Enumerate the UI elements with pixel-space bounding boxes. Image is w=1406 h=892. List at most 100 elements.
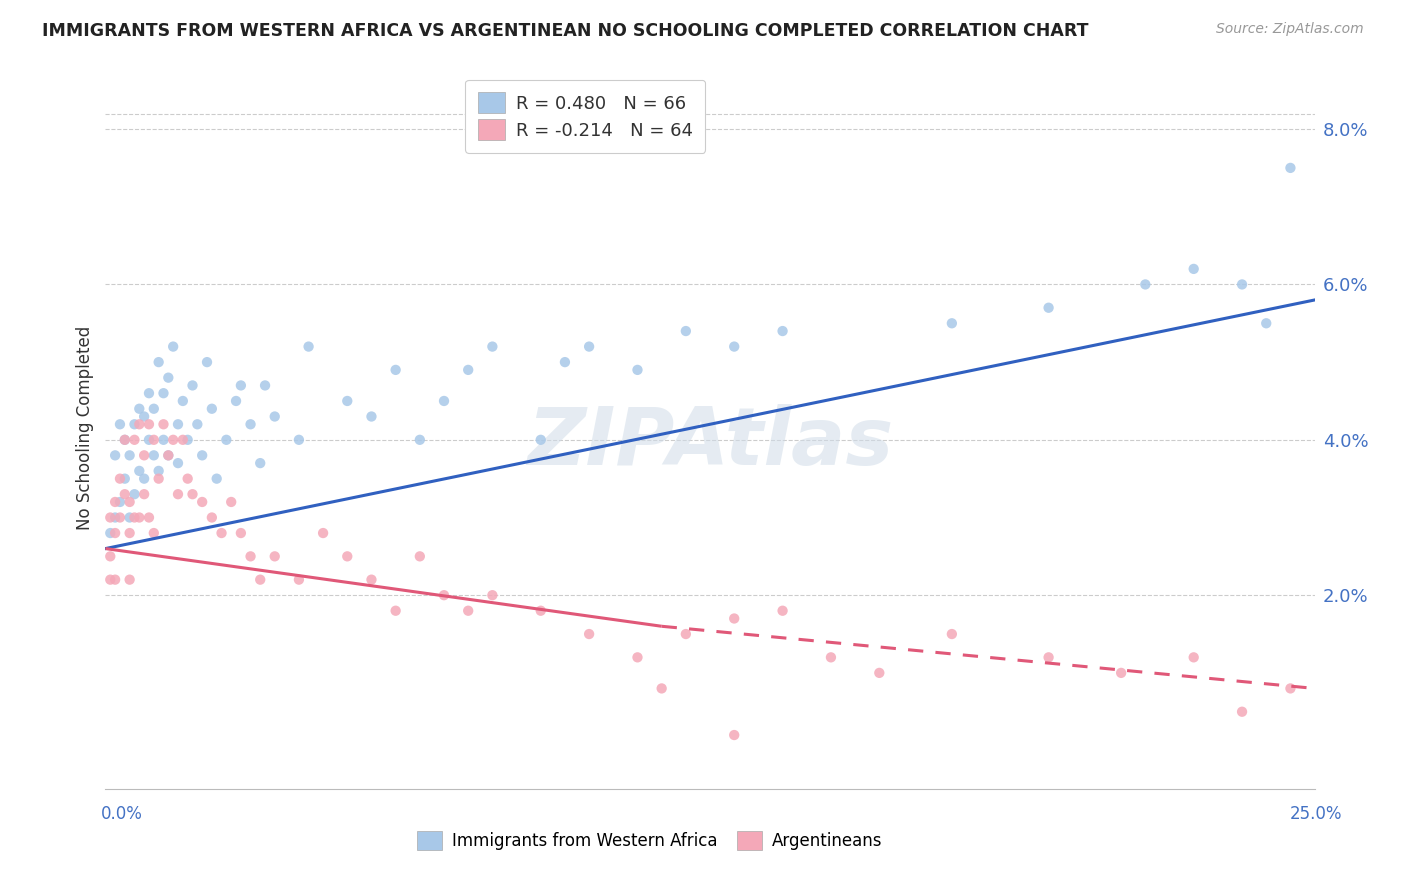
Text: 0.0%: 0.0% <box>101 805 143 822</box>
Point <box>191 495 214 509</box>
Point <box>138 386 160 401</box>
Point <box>409 549 432 564</box>
Point <box>578 627 600 641</box>
Point <box>114 487 136 501</box>
Point <box>162 340 184 354</box>
Point <box>118 495 141 509</box>
Point <box>114 472 136 486</box>
Point <box>263 549 285 564</box>
Point <box>1182 650 1205 665</box>
Point <box>457 363 479 377</box>
Point <box>114 433 136 447</box>
Point <box>1182 261 1205 276</box>
Point <box>128 464 150 478</box>
Point <box>167 487 190 501</box>
Point <box>118 573 141 587</box>
Point <box>138 510 160 524</box>
Point <box>108 495 131 509</box>
Point <box>142 433 165 447</box>
Point <box>481 588 503 602</box>
Point <box>1279 681 1302 696</box>
Point <box>254 378 277 392</box>
Point <box>868 665 890 680</box>
Point <box>186 417 208 432</box>
Point <box>723 728 745 742</box>
Point <box>152 433 174 447</box>
Point <box>104 526 127 541</box>
Point <box>626 363 648 377</box>
Legend: Immigrants from Western Africa, Argentineans: Immigrants from Western Africa, Argentin… <box>411 824 889 857</box>
Point <box>297 340 319 354</box>
Point <box>142 448 165 462</box>
Point <box>229 526 252 541</box>
Point <box>118 510 141 524</box>
Point <box>98 549 121 564</box>
Point <box>1038 650 1060 665</box>
Point <box>675 324 697 338</box>
Point <box>167 456 190 470</box>
Point <box>336 394 359 409</box>
Point <box>675 627 697 641</box>
Point <box>128 401 150 416</box>
Point <box>336 549 359 564</box>
Point <box>263 409 285 424</box>
Point <box>124 433 146 447</box>
Point <box>288 433 311 447</box>
Point <box>148 464 170 478</box>
Point <box>138 417 160 432</box>
Point <box>195 355 218 369</box>
Point <box>1279 161 1302 175</box>
Point <box>134 472 156 486</box>
Point <box>288 573 311 587</box>
Point <box>941 316 963 330</box>
Point <box>723 340 745 354</box>
Point <box>219 495 242 509</box>
Point <box>201 401 224 416</box>
Point <box>1038 301 1060 315</box>
Point <box>142 526 165 541</box>
Point <box>138 433 160 447</box>
Point <box>114 433 136 447</box>
Point <box>124 417 146 432</box>
Point <box>98 510 121 524</box>
Point <box>457 604 479 618</box>
Point <box>157 448 180 462</box>
Point <box>820 650 842 665</box>
Point <box>181 378 204 392</box>
Point <box>108 417 131 432</box>
Text: 25.0%: 25.0% <box>1291 805 1343 822</box>
Point <box>162 433 184 447</box>
Point <box>152 386 174 401</box>
Point <box>176 472 198 486</box>
Point <box>104 573 127 587</box>
Point <box>205 472 228 486</box>
Point <box>124 487 146 501</box>
Point <box>118 526 141 541</box>
Point <box>142 401 165 416</box>
Point <box>118 448 141 462</box>
Point <box>104 448 127 462</box>
Point <box>148 355 170 369</box>
Point <box>409 433 432 447</box>
Point <box>772 324 794 338</box>
Point <box>157 448 180 462</box>
Point <box>104 510 127 524</box>
Point <box>134 409 156 424</box>
Point <box>433 394 456 409</box>
Point <box>384 363 406 377</box>
Point <box>723 611 745 625</box>
Point <box>211 526 233 541</box>
Point <box>481 340 503 354</box>
Point <box>98 526 121 541</box>
Point <box>134 487 156 501</box>
Point <box>772 604 794 618</box>
Point <box>1109 665 1132 680</box>
Point <box>239 417 262 432</box>
Point <box>172 394 194 409</box>
Point <box>554 355 576 369</box>
Point <box>360 573 382 587</box>
Text: ZIPAtlas: ZIPAtlas <box>527 403 893 482</box>
Point <box>128 510 150 524</box>
Point <box>128 417 150 432</box>
Point <box>1256 316 1278 330</box>
